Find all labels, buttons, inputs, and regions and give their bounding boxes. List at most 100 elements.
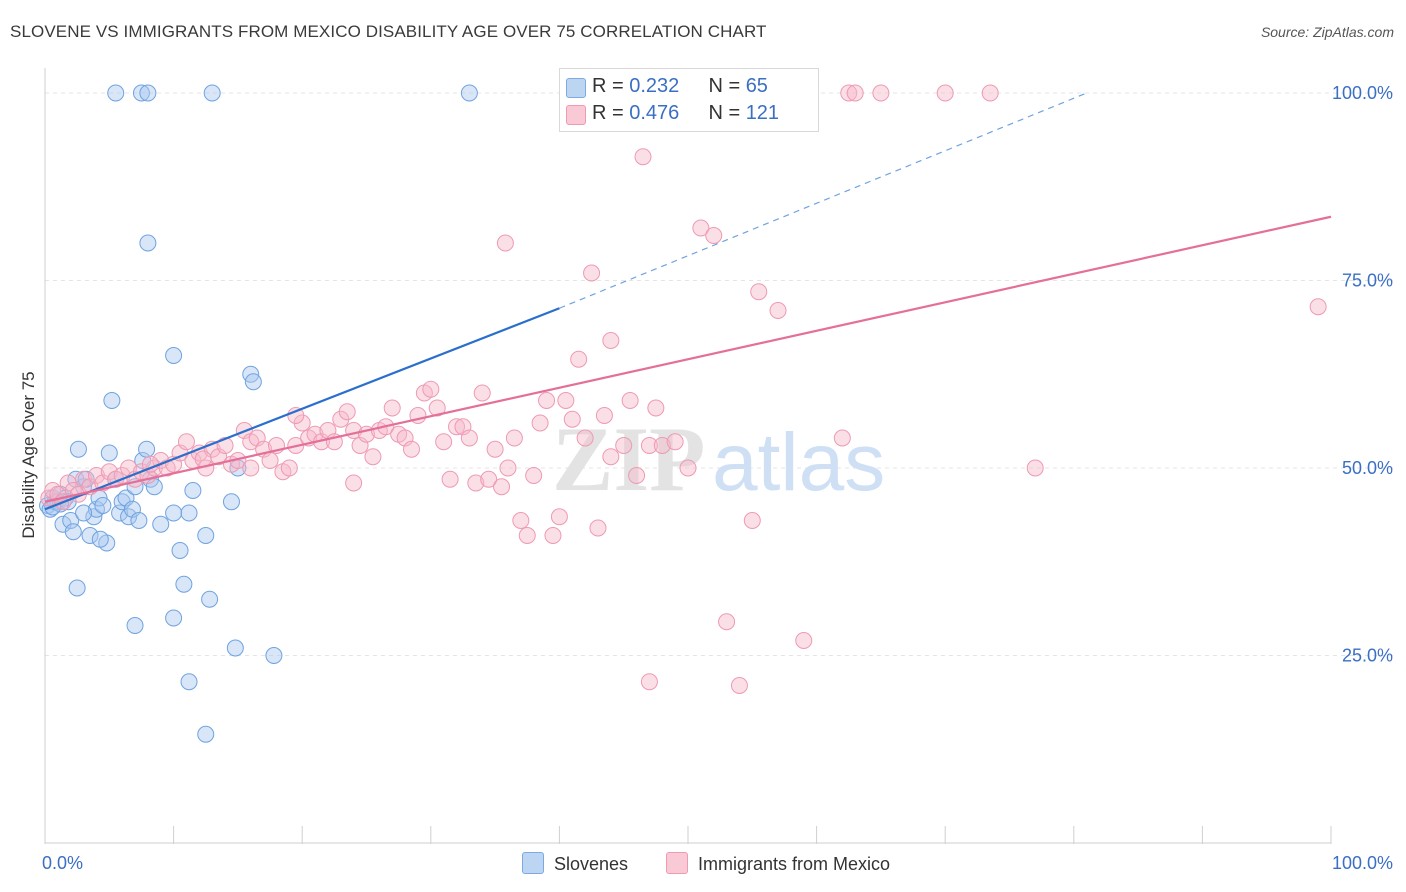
legend-item-slovenes[interactable]: Slovenes — [522, 852, 628, 875]
point-mexico — [525, 467, 543, 484]
point-mexico — [338, 403, 356, 421]
point-mexico — [602, 332, 620, 349]
point-mexico — [583, 264, 601, 282]
point-mexico — [647, 399, 665, 417]
point-slovenes — [139, 234, 157, 252]
legend-item-mexico[interactable]: Immigrants from Mexico — [666, 852, 890, 875]
point-slovenes — [91, 530, 109, 548]
point-slovenes — [184, 482, 202, 499]
point-mexico — [653, 437, 671, 454]
point-mexico — [981, 84, 999, 102]
point-mexico — [628, 467, 646, 484]
point-mexico — [441, 470, 459, 488]
point-mexico — [615, 437, 633, 454]
watermark: ZIP atlas — [552, 408, 885, 510]
point-mexico — [769, 302, 787, 319]
r-label: R = — [592, 102, 630, 124]
point-mexico — [570, 350, 588, 368]
trend-lines — [44, 92, 1332, 511]
point-mexico — [345, 474, 363, 492]
point-mexico — [448, 418, 466, 436]
point-mexico — [422, 380, 440, 398]
point-slovenes — [175, 575, 193, 593]
point-mexico — [705, 227, 723, 244]
point-mexico — [280, 459, 298, 477]
point-slovenes — [197, 725, 215, 743]
point-mexico — [467, 474, 485, 492]
axes — [44, 68, 1332, 844]
point-mexico — [840, 84, 858, 102]
point-mexico — [679, 459, 697, 477]
point-mexico — [177, 433, 195, 451]
n-value-mexico: 121 — [745, 102, 780, 124]
point-mexico — [499, 459, 517, 477]
y-tick-label: 75.0% — [1342, 271, 1393, 291]
point-mexico — [750, 283, 768, 301]
point-slovenes — [203, 84, 221, 102]
point-slovenes — [460, 84, 478, 102]
y-axis-label: Disability Age Over 75 — [19, 371, 38, 538]
point-mexico — [531, 414, 549, 432]
point-mexico — [403, 440, 421, 458]
chart-title: SLOVENE VS IMMIGRANTS FROM MEXICO DISABI… — [10, 22, 767, 41]
trend-extension-slovenes — [559, 92, 1087, 309]
point-mexico — [493, 478, 511, 496]
point-mexico — [544, 527, 562, 544]
point-slovenes — [94, 497, 112, 514]
y-tick-label: 50.0% — [1342, 458, 1393, 478]
point-mexico — [486, 440, 504, 458]
point-mexico — [640, 673, 658, 691]
data-points — [39, 84, 1327, 743]
point-mexico — [595, 407, 613, 424]
mexico-swatch — [566, 105, 586, 125]
point-slovenes — [201, 590, 219, 608]
point-mexico — [795, 632, 813, 649]
point-mexico — [621, 392, 639, 409]
point-mexico — [730, 677, 748, 694]
point-mexico — [435, 433, 453, 451]
point-mexico — [589, 519, 607, 537]
y-tick-label: 100.0% — [1332, 83, 1393, 103]
point-slovenes — [165, 504, 183, 522]
point-slovenes — [180, 673, 198, 691]
stat-row-mexico: R = 0.476 N = 121 — [566, 102, 780, 125]
r-value-mexico: 0.476 — [629, 102, 680, 124]
trend-line-mexico — [44, 215, 1332, 503]
point-mexico — [505, 429, 523, 447]
point-slovenes — [165, 609, 183, 627]
point-slovenes — [180, 504, 198, 522]
watermark-atlas: atlas — [712, 417, 885, 508]
point-mexico — [557, 392, 575, 409]
point-mexico — [563, 410, 581, 428]
legend-label-mexico: Immigrants from Mexico — [698, 854, 891, 874]
point-mexico — [718, 613, 736, 631]
point-slovenes — [130, 512, 148, 529]
point-mexico — [538, 392, 556, 409]
point-mexico — [550, 508, 568, 526]
x-tick-label: 0.0% — [42, 853, 83, 873]
point-slovenes — [222, 493, 240, 511]
point-slovenes — [171, 542, 189, 559]
point-mexico — [846, 84, 864, 102]
slovenes-swatch — [566, 78, 586, 98]
point-slovenes — [103, 392, 121, 409]
point-slovenes — [165, 347, 183, 364]
point-slovenes — [64, 523, 82, 541]
point-mexico — [512, 512, 530, 529]
point-slovenes — [265, 647, 283, 664]
point-mexico — [602, 448, 620, 466]
point-slovenes — [107, 84, 125, 102]
point-mexico — [666, 433, 684, 451]
point-slovenes — [226, 639, 244, 657]
point-mexico — [473, 384, 491, 402]
point-mexico — [428, 399, 446, 417]
point-slovenes — [197, 527, 215, 544]
r-label: R = — [592, 75, 630, 97]
source-credit: Source: ZipAtlas.com — [1260, 24, 1394, 40]
n-label: N = — [708, 75, 746, 97]
x-tick-label: 100.0% — [1332, 853, 1393, 873]
point-mexico — [480, 470, 498, 488]
legend-label-slovenes: Slovenes — [554, 854, 629, 874]
r-value-slovenes: 0.232 — [629, 75, 680, 97]
